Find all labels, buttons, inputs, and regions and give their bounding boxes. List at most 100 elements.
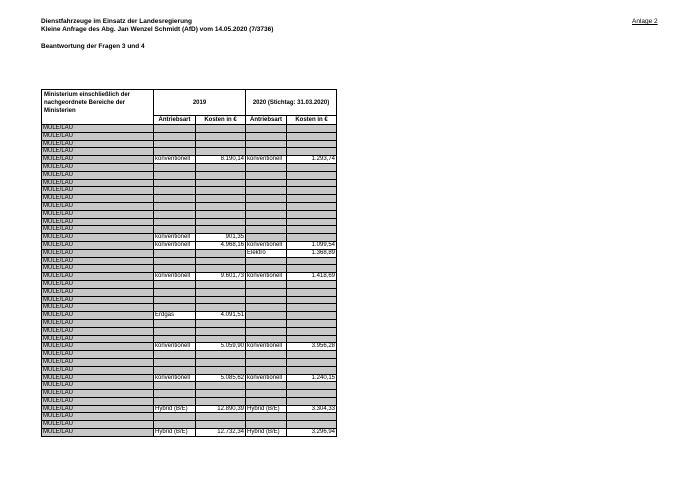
ministry-cell: MULE/LAU xyxy=(41,287,154,297)
ministry-cell: MULE/LAU xyxy=(41,311,154,320)
data-cell xyxy=(195,131,246,141)
data-cell xyxy=(286,147,337,157)
ministry-cell: MULE/LAU xyxy=(41,303,154,313)
data-cell: Hybrid (B/E) xyxy=(245,428,287,437)
table-row: MULE/LAU Erdgas 4.091,51 xyxy=(41,311,337,320)
table-row: MULE/LAU konventionell 5.059,90 konventione… xyxy=(41,342,337,352)
table-row: MULE/LAU xyxy=(41,295,337,305)
data-cell: konventionell xyxy=(153,233,196,242)
data-cell xyxy=(153,334,196,344)
data-cell xyxy=(245,256,287,266)
data-cell xyxy=(195,147,246,157)
data-cell xyxy=(286,287,337,297)
ministry-cell: MULE/LAU xyxy=(41,240,154,250)
data-cell xyxy=(286,279,337,289)
data-cell xyxy=(286,201,337,211)
data-cell xyxy=(245,131,287,141)
ministry-cell: MULE/LAU xyxy=(41,318,154,328)
ministry-cell: MULE/LAU xyxy=(41,334,154,344)
ministry-cell: MULE/LAU xyxy=(41,420,154,430)
data-cell xyxy=(245,233,287,242)
ministry-cell: MULE/LAU xyxy=(41,428,154,437)
data-cell xyxy=(286,389,337,398)
data-cell xyxy=(153,217,196,227)
table-row: MULE/LAU xyxy=(41,170,337,180)
data-cell xyxy=(153,124,196,133)
data-cell: 5.085,62 xyxy=(195,373,246,383)
ministry-cell: MULE/LAU xyxy=(41,272,154,281)
column-header: Antriebsart xyxy=(153,115,196,125)
data-cell xyxy=(286,162,337,172)
ministry-cell: MULE/LAU xyxy=(41,186,154,196)
data-cell xyxy=(153,295,196,305)
data-cell xyxy=(153,248,196,258)
data-cell: 8.190,14 xyxy=(195,155,246,164)
data-cell xyxy=(286,233,337,242)
data-cell: konventionell xyxy=(245,373,287,383)
table-row: MULE/LAU konventionell 5.085,62 konventione… xyxy=(41,373,337,383)
column-header: Antriebsart xyxy=(245,115,287,125)
data-cell xyxy=(286,225,337,235)
table-row: MULE/LAU xyxy=(41,287,337,297)
data-cell xyxy=(245,295,287,305)
data-cell xyxy=(245,264,287,274)
data-cell: konventionell xyxy=(153,155,196,164)
data-cell xyxy=(286,178,337,188)
table-row: MULE/LAU xyxy=(41,139,337,149)
header-line: Dienstfahrzeuge im Einsatz der Landesreg… xyxy=(41,18,192,25)
data-cell: konventionell xyxy=(153,373,196,383)
table-row: MULE/LAU xyxy=(41,420,337,430)
data-cell xyxy=(195,420,246,430)
table-row: MULE/LAU xyxy=(41,381,337,391)
ministry-header: Ministerium einschließlich der nachgeord… xyxy=(41,89,154,125)
data-cell xyxy=(245,201,287,211)
data-cell xyxy=(153,139,196,149)
data-cell xyxy=(153,396,196,406)
data-cell xyxy=(153,147,196,157)
ministry-cell: MULE/LAU xyxy=(41,217,154,227)
data-cell xyxy=(245,178,287,188)
data-cell xyxy=(153,365,196,375)
data-cell xyxy=(195,139,246,149)
table-row: MULE/LAU konventionell 901,35 xyxy=(41,233,337,242)
data-cell xyxy=(245,225,287,235)
table-row: MULE/LAU Hybrid (B/E) 12.732,34 Hybrid (B/E… xyxy=(41,428,337,437)
data-cell xyxy=(286,194,337,203)
ministry-cell: MULE/LAU xyxy=(41,201,154,211)
table-row: MULE/LAU xyxy=(41,147,337,157)
data-cell xyxy=(245,412,287,422)
data-cell xyxy=(245,124,287,133)
table-row: MULE/LAU xyxy=(41,225,337,235)
data-cell xyxy=(245,194,287,203)
data-cell xyxy=(195,178,246,188)
data-cell xyxy=(245,186,287,196)
data-cell: 1.293,74 xyxy=(286,155,337,164)
vehicle-table: Ministerium einschließlich der nachgeord… xyxy=(41,89,337,437)
data-cell xyxy=(286,217,337,227)
data-cell xyxy=(286,334,337,344)
table-row: MULE/LAU xyxy=(41,178,337,188)
data-cell xyxy=(245,147,287,157)
data-cell xyxy=(195,326,246,336)
ministry-cell: MULE/LAU xyxy=(41,365,154,375)
ministry-cell: MULE/LAU xyxy=(41,233,154,242)
data-cell xyxy=(245,334,287,344)
data-cell xyxy=(245,287,287,297)
table-row: MULE/LAU xyxy=(41,350,337,359)
data-cell xyxy=(286,186,337,196)
ministry-cell: MULE/LAU xyxy=(41,162,154,172)
data-cell xyxy=(153,256,196,266)
data-cell xyxy=(195,225,246,235)
data-cell xyxy=(195,318,246,328)
data-cell: konventionell xyxy=(245,155,287,164)
data-cell xyxy=(286,318,337,328)
data-cell: 3.296,94 xyxy=(286,428,337,437)
data-cell xyxy=(195,217,246,227)
ministry-cell: MULE/LAU xyxy=(41,373,154,383)
table-row: MULE/LAU xyxy=(41,256,337,266)
data-cell xyxy=(153,178,196,188)
data-cell xyxy=(153,287,196,297)
data-cell xyxy=(195,170,246,180)
data-cell xyxy=(245,303,287,313)
